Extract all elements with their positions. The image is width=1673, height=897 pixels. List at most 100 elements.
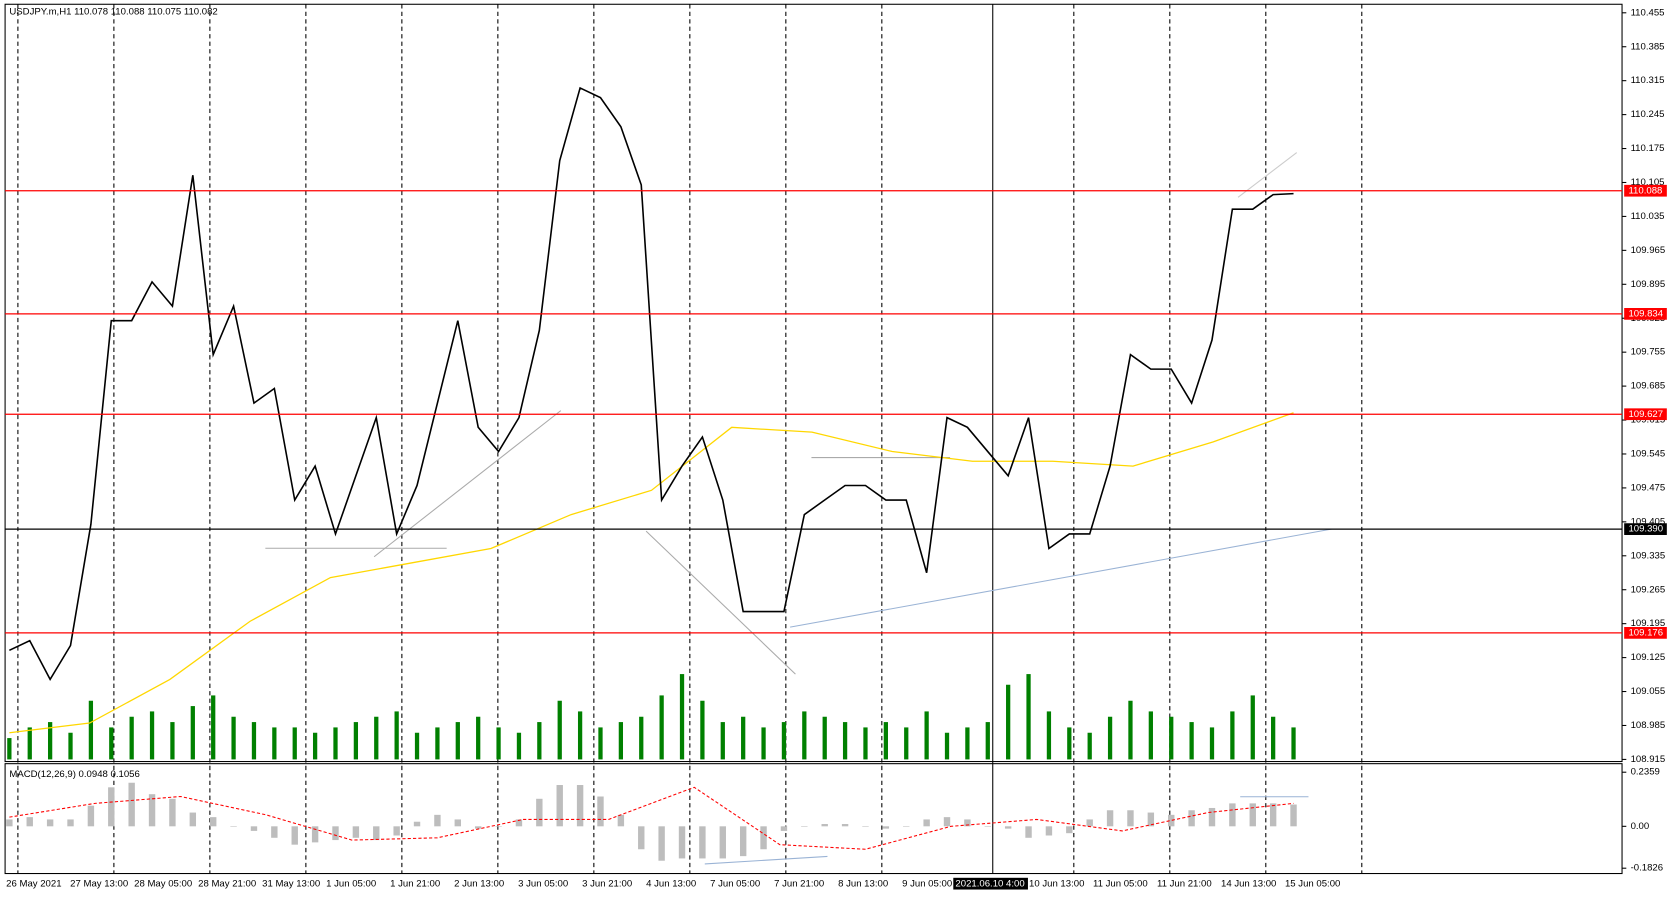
- volume-bar: [1189, 722, 1194, 760]
- macd-bar: [1269, 803, 1277, 827]
- y-tick-label: 109.475: [1631, 482, 1666, 493]
- y-tick-label: 110.175: [1631, 143, 1665, 154]
- macd-bar: [1127, 810, 1134, 827]
- price-level-label: 110.088: [1628, 185, 1662, 196]
- macd-bar: [556, 785, 563, 827]
- volume-bar: [129, 716, 134, 760]
- volume-bar: [516, 732, 522, 760]
- x-tick-label: 7 Jun 21:00: [774, 879, 824, 890]
- macd-tick-label: 0.2359: [1631, 767, 1660, 778]
- price-level-box: [1624, 308, 1667, 320]
- macd-bar: [984, 826, 991, 827]
- volume-bar: [7, 738, 12, 760]
- volume-bar: [435, 727, 440, 760]
- macd-bar: [1168, 814, 1175, 827]
- volume-bar: [822, 716, 827, 760]
- price-level-label: 109.627: [1628, 409, 1663, 420]
- volume-bar: [68, 732, 73, 760]
- volume-bar: [109, 727, 114, 760]
- macd-bar: [413, 821, 421, 827]
- volume-bar: [272, 727, 277, 760]
- volume-bar: [741, 716, 746, 760]
- volume-bar: [374, 716, 379, 760]
- macd-bar: [67, 819, 74, 827]
- x-tick-label: 7 Jun 05:00: [710, 879, 760, 890]
- x-tick-label: 9 Jun 05:00: [902, 879, 952, 890]
- volume-bar: [598, 727, 603, 760]
- volume-bar: [577, 711, 583, 760]
- macd-bar: [1045, 826, 1053, 836]
- x-tick-label: 3 Jun 21:00: [582, 879, 632, 890]
- y-tick-label: 108.985: [1631, 720, 1666, 731]
- x-tick-label: 8 Jun 13:00: [838, 879, 888, 890]
- price-level-box: [1624, 627, 1667, 639]
- y-tick-label: 109.055: [1631, 686, 1666, 697]
- volume-bar: [149, 711, 155, 760]
- macd-bar: [821, 824, 828, 827]
- y-tick-label: 109.405: [1631, 516, 1666, 527]
- volume-bar: [781, 722, 787, 760]
- main-pane: [4, 3, 1623, 763]
- volume-bar: [537, 722, 542, 760]
- y-tick-label: 109.545: [1631, 449, 1666, 460]
- x-tick-label: 28 May 05:00: [134, 879, 192, 890]
- macd-bar: [46, 819, 54, 827]
- macd-bar: [108, 787, 115, 827]
- y-tick-label: 109.895: [1631, 279, 1666, 290]
- volume-bar: [1067, 727, 1072, 760]
- volume-bar: [1230, 711, 1235, 760]
- macd-bar: [739, 826, 747, 857]
- y-tick-label: 110.035: [1631, 211, 1665, 222]
- volume-bar: [231, 716, 236, 760]
- volume-bar: [1271, 716, 1276, 760]
- macd-bar: [719, 826, 726, 859]
- macd-bar: [760, 826, 767, 850]
- macd-bar: [1025, 826, 1032, 838]
- macd-bar: [658, 826, 665, 861]
- volume-bar: [1209, 727, 1215, 760]
- x-tick-label: 1 Jun 05:00: [326, 879, 376, 890]
- price-level-label: 109.176: [1628, 627, 1663, 638]
- macd-bar: [87, 805, 95, 827]
- y-tick-label: 108.915: [1631, 754, 1666, 765]
- macd-bar: [617, 814, 625, 827]
- x-tick-label: 4 Jun 13:00: [646, 879, 696, 890]
- macd-bar: [638, 826, 645, 850]
- y-tick-label: 109.265: [1631, 584, 1666, 595]
- macd-tick-label: 0.00: [1631, 821, 1650, 832]
- volume-bar: [476, 716, 481, 760]
- x-tick-label: 14 Jun 13:00: [1221, 879, 1276, 890]
- volume-bar: [455, 722, 460, 760]
- macd-bar: [597, 796, 604, 827]
- y-tick-label: 109.125: [1631, 652, 1666, 663]
- volume-bar: [863, 727, 868, 760]
- y-tick-label: 109.335: [1631, 550, 1666, 561]
- volume-bar: [1148, 711, 1153, 760]
- macd-bar: [1290, 804, 1297, 827]
- y-tick-label: 109.685: [1631, 381, 1666, 392]
- macd-bar: [1147, 812, 1155, 827]
- volume-bar: [1026, 674, 1031, 760]
- price-level-box: [1624, 523, 1667, 535]
- macd-bar: [1066, 826, 1073, 834]
- volume-bar: [251, 722, 257, 760]
- volume-bar: [985, 722, 990, 760]
- x-tick-label: 27 May 13:00: [70, 879, 128, 890]
- volume-bar: [720, 722, 725, 760]
- macd-bar: [352, 826, 360, 838]
- price-level-label: 109.834: [1628, 308, 1663, 319]
- macd-bar: [169, 798, 176, 827]
- volume-bar: [842, 722, 848, 760]
- macd-bar: [291, 826, 298, 845]
- macd-bar: [26, 817, 33, 827]
- volume-bar: [211, 695, 216, 760]
- x-tick-label: 1 Jun 21:00: [390, 879, 440, 890]
- x-tick-label: 26 May 2021: [6, 879, 61, 890]
- symbol-header: USDJPY.m,H1 110.078 110.088 110.075 110.…: [9, 6, 217, 17]
- macd-bar: [699, 826, 706, 859]
- x-tick-label: 2 Jun 13:00: [454, 879, 504, 890]
- macd-signal: [9, 786, 1294, 850]
- x-tick-label: 3 Jun 05:00: [518, 879, 568, 890]
- macd-bar: [271, 826, 278, 838]
